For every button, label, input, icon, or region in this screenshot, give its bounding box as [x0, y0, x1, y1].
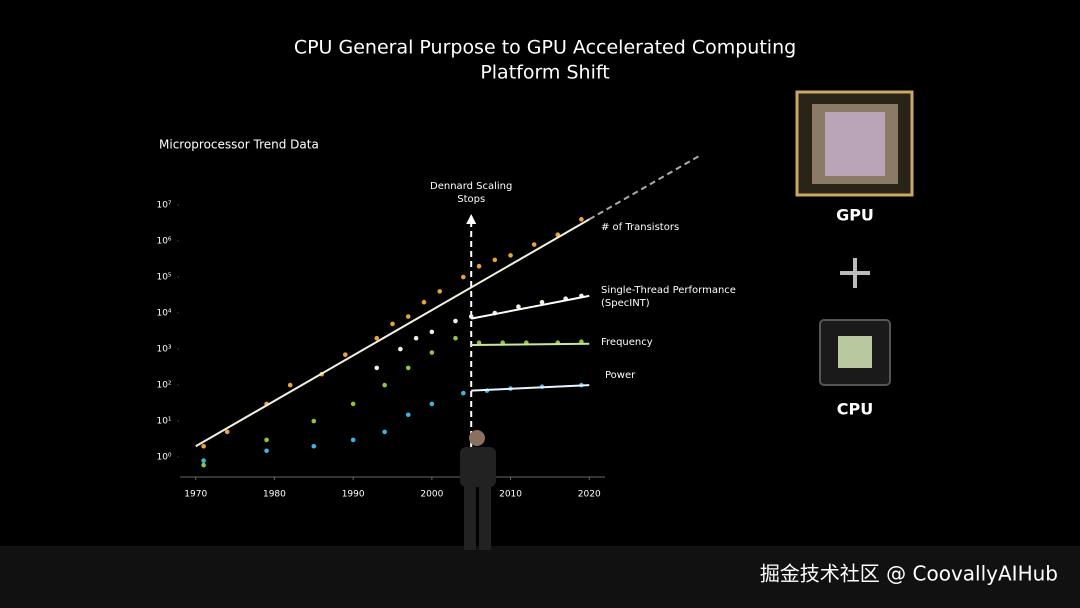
point: [531, 242, 537, 247]
point: [453, 318, 458, 324]
point: [311, 443, 317, 449]
y-tick-label: 10⁴: [156, 309, 171, 319]
point: [342, 352, 348, 357]
point: [311, 418, 317, 424]
annotation: Dennard Scaling Stops: [430, 181, 513, 205]
presenter: [460, 430, 496, 550]
point: [201, 462, 206, 468]
cpu-die: [838, 336, 872, 368]
y-tick-label: 10¹: [156, 417, 171, 427]
trend-extension: [588, 155, 700, 221]
point: [201, 443, 206, 449]
point: [264, 437, 269, 443]
point: [429, 401, 435, 407]
trend-line: [195, 218, 590, 448]
arrow-head: [466, 214, 477, 224]
point: [492, 257, 498, 263]
x-tick-label: 1970: [184, 490, 207, 500]
point: [398, 346, 403, 352]
stage-floor: [0, 546, 1080, 608]
point: [579, 339, 584, 345]
point: [264, 448, 269, 454]
slide-title: Platform Shift: [480, 62, 609, 84]
gpu-label: GPU: [836, 206, 874, 225]
series-label: Frequency: [601, 337, 653, 348]
point: [476, 263, 482, 269]
y-tick-label: 10⁷: [156, 201, 171, 211]
y-tick-label: 10²: [156, 381, 171, 391]
x-tick-label: 1980: [263, 490, 286, 500]
x-tick-label: 2020: [578, 490, 601, 500]
point: [405, 365, 411, 371]
point: [405, 412, 411, 418]
point: [516, 304, 521, 310]
y-tick-label: 10³: [156, 345, 171, 355]
series-label: Single-Thread Performance (SpecINT): [601, 285, 736, 309]
x-tick-label: 2010: [499, 490, 522, 500]
point: [350, 437, 356, 443]
trend-line: [471, 294, 590, 320]
point: [374, 365, 380, 371]
trend-line: [471, 384, 590, 392]
plus-sign: [840, 258, 870, 288]
trend-line: [471, 342, 590, 346]
point: [461, 274, 466, 280]
point: [453, 335, 458, 341]
point: [429, 329, 435, 335]
point: [201, 458, 206, 463]
y-tick-label: 10⁰: [156, 453, 171, 463]
watermark: 掘金技术社区 @ CoovallyAIHub: [760, 562, 1058, 586]
point: [413, 335, 419, 341]
x-tick-label: 1990: [342, 490, 365, 500]
point: [437, 289, 443, 294]
y-tick-label: 10⁵: [156, 273, 171, 283]
x-tick-label: 2000: [420, 490, 443, 500]
point: [390, 321, 395, 327]
point: [579, 217, 584, 222]
point: [539, 299, 545, 305]
point: [224, 429, 230, 435]
series-label: Power: [605, 370, 636, 381]
point: [429, 350, 435, 355]
point: [382, 429, 387, 435]
point: [508, 253, 513, 258]
chart-title: Microprocessor Trend Data: [159, 138, 319, 152]
point: [350, 401, 356, 407]
series-label: # of Transistors: [601, 222, 680, 233]
y-tick-label: 10⁶: [156, 237, 171, 247]
gpu-core: [825, 112, 885, 176]
point: [461, 390, 466, 396]
point: [405, 314, 411, 319]
slide-title: CPU General Purpose to GPU Accelerated C…: [294, 37, 796, 59]
point: [382, 382, 387, 388]
cpu-label: CPU: [837, 400, 873, 419]
point: [287, 382, 293, 388]
point: [374, 335, 380, 341]
point: [421, 299, 427, 305]
